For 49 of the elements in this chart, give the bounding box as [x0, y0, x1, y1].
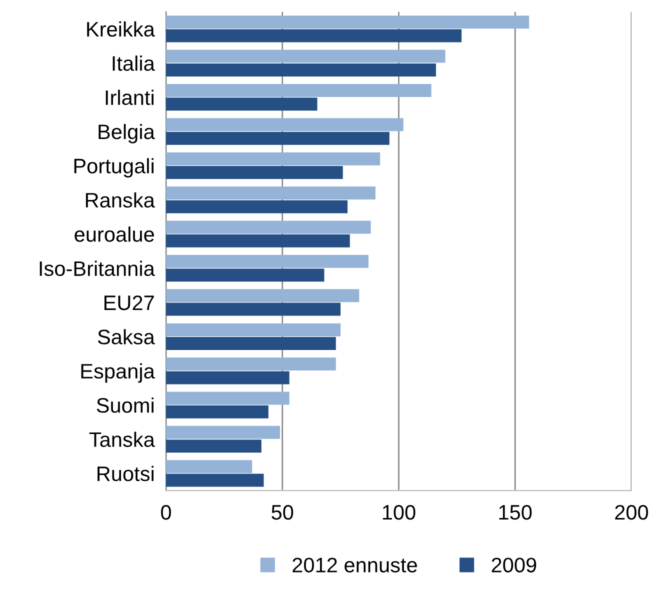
- y-tick-label: EU27: [104, 295, 154, 310]
- x-tick-label: 150: [499, 504, 532, 520]
- bar: [166, 474, 264, 487]
- x-tick-label: 50: [272, 504, 294, 520]
- bar: [166, 254, 368, 268]
- legend-label: 2009: [492, 558, 536, 572]
- bar: [166, 50, 446, 63]
- bar: [166, 132, 390, 145]
- bar: [166, 323, 341, 336]
- y-tick-label: Tanska: [89, 432, 155, 447]
- bar: [166, 371, 290, 384]
- bar: [166, 152, 380, 166]
- bar: [166, 16, 530, 29]
- bar: [166, 426, 280, 439]
- y-tick-label: Iso-Britannia: [40, 260, 155, 276]
- legend-label: 2012 ennuste: [292, 558, 417, 572]
- bar: [166, 337, 336, 350]
- bar: [166, 29, 462, 42]
- bar: [166, 186, 376, 200]
- y-tick-label: Ranska: [86, 192, 155, 208]
- bar: [166, 405, 268, 418]
- x-tick-label: 100: [382, 504, 416, 520]
- y-tick-label: euroalue: [74, 226, 154, 242]
- y-tick-label: Saksa: [98, 329, 155, 344]
- bar: [166, 200, 348, 214]
- y-tick-label: Belgia: [98, 124, 155, 144]
- y-tick-label: Portugali: [74, 158, 154, 178]
- bar: [166, 98, 318, 111]
- bar: [166, 460, 252, 474]
- x-tick-label: 200: [615, 504, 648, 520]
- bar: [166, 166, 343, 180]
- bar: [166, 392, 290, 405]
- bar: [166, 358, 336, 371]
- y-tick-label: Suomi: [96, 397, 154, 413]
- bar: [166, 234, 350, 248]
- bar: [166, 84, 432, 97]
- bar: [166, 268, 324, 282]
- bar: [166, 63, 436, 76]
- x-tick-label: 0: [161, 504, 171, 520]
- bar: [166, 220, 371, 234]
- bar: [166, 302, 341, 316]
- y-tick-label: Kreikka: [87, 21, 155, 37]
- y-tick-label: Espanja: [81, 363, 155, 383]
- y-tick-label: Ruotsi: [98, 466, 154, 482]
- bar: [166, 440, 262, 453]
- bar: [166, 118, 404, 132]
- y-tick-label: Italia: [112, 56, 155, 71]
- y-tick-label: Irlanti: [106, 90, 154, 106]
- bar: [166, 289, 360, 302]
